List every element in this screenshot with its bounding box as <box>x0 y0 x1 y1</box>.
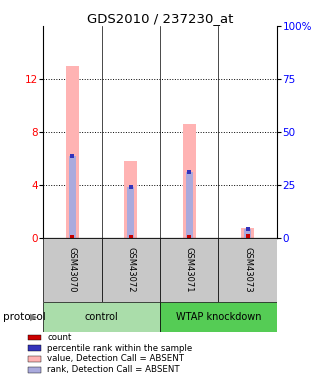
Text: WTAP knockdown: WTAP knockdown <box>176 312 261 322</box>
Text: control: control <box>85 312 118 322</box>
Bar <box>160 238 219 302</box>
Bar <box>244 229 251 238</box>
Title: GDS2010 / 237230_at: GDS2010 / 237230_at <box>87 12 233 25</box>
Bar <box>43 238 102 302</box>
Text: GSM43073: GSM43073 <box>243 247 252 293</box>
Text: count: count <box>47 333 72 342</box>
Text: ▶: ▶ <box>30 312 38 322</box>
Bar <box>127 187 134 238</box>
Bar <box>66 66 79 238</box>
Bar <box>160 302 277 332</box>
Bar <box>28 367 42 373</box>
Bar <box>241 228 254 238</box>
Bar <box>69 156 76 238</box>
Text: rank, Detection Call = ABSENT: rank, Detection Call = ABSENT <box>47 365 180 374</box>
Text: GSM43071: GSM43071 <box>185 247 194 293</box>
Bar <box>124 161 137 238</box>
Bar <box>43 302 160 332</box>
Bar <box>28 356 42 362</box>
Text: GSM43072: GSM43072 <box>126 247 135 293</box>
Text: value, Detection Call = ABSENT: value, Detection Call = ABSENT <box>47 354 184 363</box>
Text: GSM43070: GSM43070 <box>68 247 77 293</box>
Bar <box>28 345 42 351</box>
Text: percentile rank within the sample: percentile rank within the sample <box>47 344 192 352</box>
Bar <box>28 334 42 340</box>
Bar <box>102 238 160 302</box>
Text: protocol: protocol <box>3 312 46 322</box>
Bar <box>183 124 196 238</box>
Bar <box>219 238 277 302</box>
Bar <box>186 172 193 238</box>
